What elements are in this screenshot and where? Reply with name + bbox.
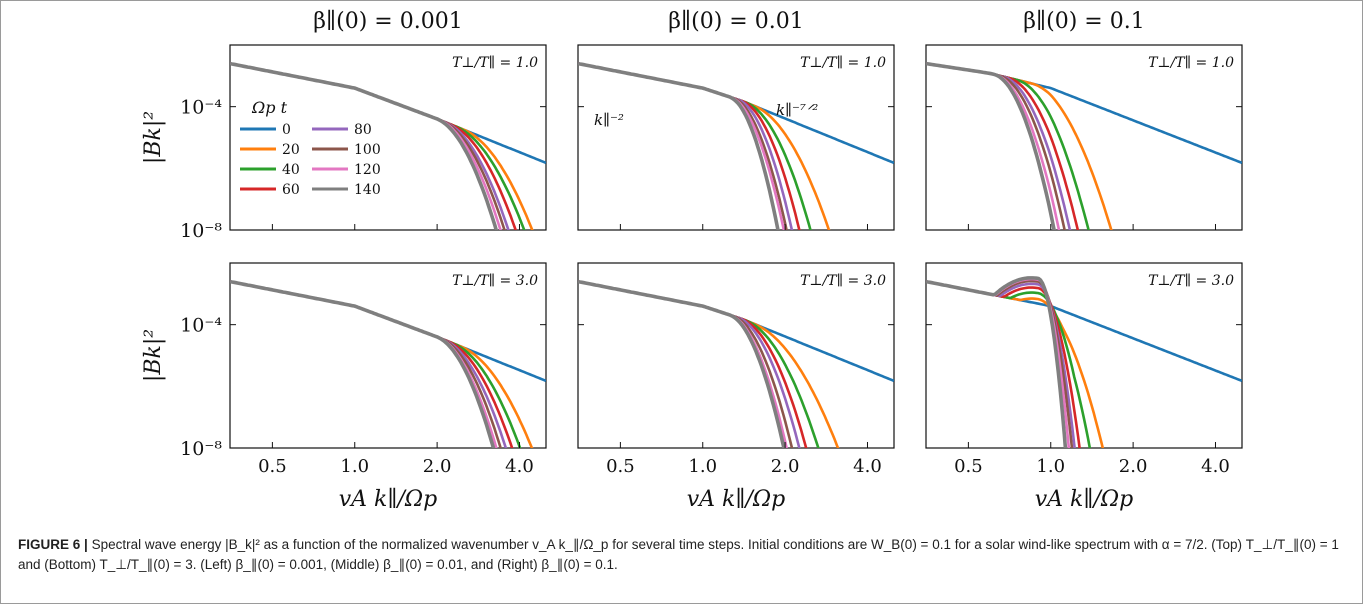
legend-label-140: 140 bbox=[354, 182, 381, 198]
column-title-0: β∥(0) = 0.001 bbox=[313, 9, 462, 34]
x-axis-label: vA k∥/Ωp bbox=[339, 487, 438, 512]
series-line-140 bbox=[230, 61, 499, 230]
series-line-80 bbox=[578, 62, 794, 230]
panel-temperature-label: T⊥/T∥ = 1.0 bbox=[800, 55, 886, 71]
series-line-100 bbox=[578, 62, 788, 230]
x-tick-label: 0.5 bbox=[258, 456, 287, 477]
panel-lines bbox=[578, 61, 894, 230]
column-title-2: β∥(0) = 0.1 bbox=[1023, 9, 1144, 34]
legend-label-40: 40 bbox=[282, 162, 300, 178]
panel-lines bbox=[926, 276, 1242, 448]
panel-frame bbox=[925, 262, 1243, 449]
series-line-120 bbox=[578, 62, 786, 230]
series-line-0 bbox=[926, 62, 1242, 165]
series-line-20 bbox=[230, 62, 534, 230]
panel-temperature-label: T⊥/T∥ = 3.0 bbox=[452, 273, 538, 289]
slope-label-k72: k∥⁻⁷ᐟ² bbox=[776, 101, 818, 119]
legend-label-60: 60 bbox=[282, 182, 300, 198]
series-line-40 bbox=[578, 62, 812, 230]
x-tick-label: 0.5 bbox=[954, 456, 983, 477]
y-tick-label: 10⁻⁸ bbox=[180, 220, 222, 242]
x-axis-label: vA k∥/Ωp bbox=[1035, 487, 1134, 512]
x-tick-label: 2.0 bbox=[423, 456, 452, 477]
panel-frame bbox=[577, 44, 895, 231]
column-title-1: β∥(0) = 0.01 bbox=[668, 9, 803, 34]
x-tick-label: 1.0 bbox=[1036, 456, 1065, 477]
series-line-140 bbox=[578, 279, 786, 448]
x-tick-label: 1.0 bbox=[340, 456, 369, 477]
x-tick-label: 4.0 bbox=[1201, 456, 1230, 477]
panel-1-0 bbox=[229, 262, 547, 449]
series-line-0 bbox=[926, 280, 1242, 383]
legend-title: Ωp t bbox=[251, 98, 288, 117]
panel-temperature-label: T⊥/T∥ = 1.0 bbox=[452, 55, 538, 71]
panel-temperature-label: T⊥/T∥ = 1.0 bbox=[1148, 55, 1234, 71]
series-line-140 bbox=[578, 61, 780, 230]
y-tick-label: 10⁻⁸ bbox=[180, 438, 222, 460]
series-line-60 bbox=[578, 62, 801, 230]
series-line-140 bbox=[230, 279, 496, 448]
x-tick-label: 4.0 bbox=[505, 456, 534, 477]
series-line-20 bbox=[578, 62, 831, 230]
caption-label: FIGURE 6 | bbox=[18, 537, 88, 552]
panel-frame bbox=[925, 44, 1243, 231]
x-tick-label: 1.0 bbox=[688, 456, 717, 477]
x-tick-label: 4.0 bbox=[853, 456, 882, 477]
series-line-140 bbox=[926, 276, 1068, 448]
panel-0-2 bbox=[925, 44, 1243, 231]
panel-temperature-label: T⊥/T∥ = 3.0 bbox=[800, 273, 886, 289]
caption-text: Spectral wave energy |B_k|² as a functio… bbox=[18, 537, 1339, 572]
legend-label-100: 100 bbox=[354, 142, 381, 158]
series-line-140 bbox=[926, 61, 1056, 230]
y-axis-label: |Bk|² bbox=[141, 329, 166, 382]
x-axis-label: vA k∥/Ωp bbox=[687, 487, 786, 512]
panel-lines bbox=[926, 61, 1242, 230]
figure-caption: FIGURE 6 | Spectral wave energy |B_k|² a… bbox=[18, 535, 1348, 575]
legend-label-20: 20 bbox=[282, 142, 300, 158]
legend-label-120: 120 bbox=[354, 162, 381, 178]
series-line-0 bbox=[578, 62, 894, 165]
series-line-0 bbox=[230, 280, 546, 383]
figure-plot-grid: β∥(0) = 0.001 β∥(0) = 0.01 β∥(0) = 0.1 Ωp t… bbox=[141, 9, 1243, 512]
panel-1-1 bbox=[577, 262, 895, 449]
panel-lines bbox=[578, 279, 894, 448]
series-line-40 bbox=[926, 62, 1090, 230]
y-tick-label: 10⁻⁴ bbox=[180, 97, 222, 119]
series-line-0 bbox=[578, 280, 894, 383]
x-tick-label: 2.0 bbox=[1119, 456, 1148, 477]
panel-0-0: Ωp t 0 20 40 60 80 100 120 140 bbox=[229, 44, 547, 231]
panel-lines bbox=[230, 279, 546, 448]
panel-frame bbox=[229, 262, 547, 449]
legend-label-0: 0 bbox=[282, 122, 291, 138]
y-axis-label: |Bk|² bbox=[141, 111, 166, 164]
panel-temperature-label: T⊥/T∥ = 3.0 bbox=[1148, 273, 1234, 289]
panel-frame bbox=[229, 44, 547, 231]
y-tick-label: 10⁻⁴ bbox=[180, 315, 222, 337]
legend-label-80: 80 bbox=[354, 122, 372, 138]
frame-border-top bbox=[0, 0, 1363, 1]
x-tick-label: 2.0 bbox=[771, 456, 800, 477]
panel-1-2 bbox=[925, 262, 1243, 449]
frame-border-left bbox=[0, 0, 1, 604]
x-tick-label: 0.5 bbox=[606, 456, 635, 477]
panel-lines bbox=[230, 61, 546, 230]
legend: Ωp t 0 20 40 60 80 100 120 140 bbox=[240, 98, 381, 198]
panel-0-1 bbox=[577, 44, 895, 231]
slope-label-k2: k∥⁻² bbox=[594, 111, 624, 129]
panel-frame bbox=[577, 262, 895, 449]
